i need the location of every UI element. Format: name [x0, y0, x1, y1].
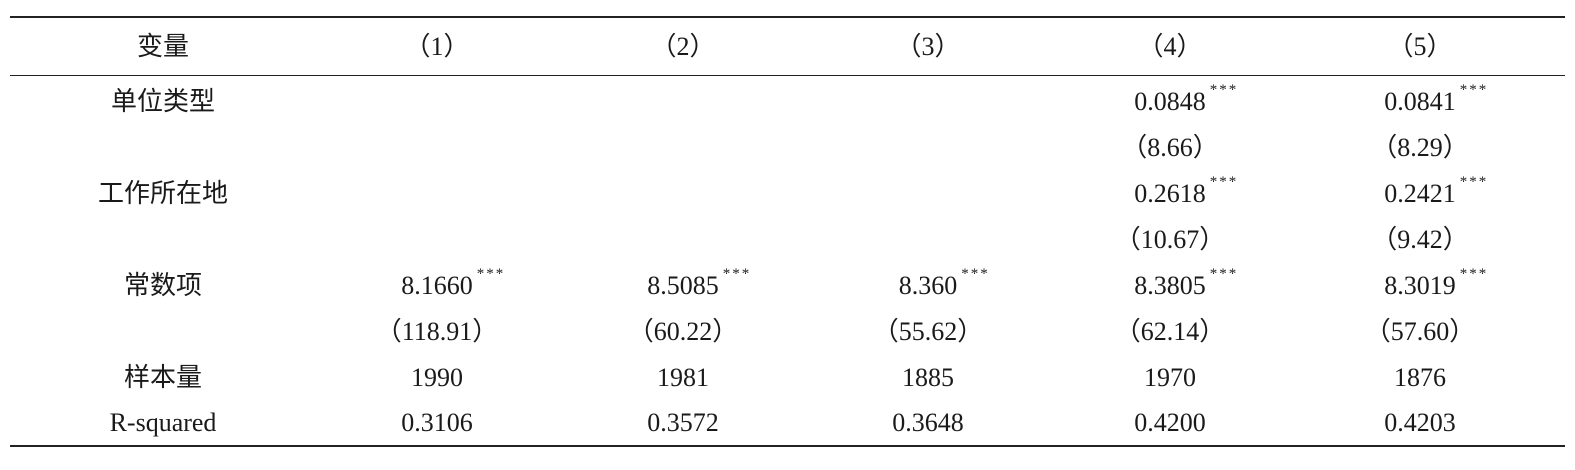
stat-value: 0.4200	[1134, 408, 1206, 437]
t-statistic: （9.42）	[1371, 225, 1469, 254]
t-statistic: （8.66）	[1121, 133, 1219, 162]
coefficient: 0.2421 ***	[1384, 174, 1489, 208]
significance-stars: ***	[722, 266, 752, 282]
coefficient: 8.5085 ***	[647, 266, 752, 300]
column-header: （3）	[895, 32, 961, 61]
coefficient: 8.3019 ***	[1384, 266, 1489, 300]
significance-stars: ***	[961, 266, 990, 282]
column-header: （2）	[650, 32, 716, 61]
t-statistic: （60.22）	[627, 317, 739, 346]
significance-stars: ***	[1459, 174, 1489, 190]
row-label: 常数项	[123, 271, 203, 300]
stat-value: 1981	[657, 363, 709, 392]
significance-stars: ***	[1209, 174, 1239, 190]
row-label: 工作所在地	[97, 179, 229, 208]
bottom-rule	[10, 445, 1565, 447]
coefficient: 8.1660 ***	[401, 266, 506, 300]
t-statistic: （62.14）	[1114, 317, 1226, 346]
significance-stars: ***	[1459, 82, 1489, 98]
significance-stars: ***	[1209, 266, 1239, 282]
stat-value: 0.4203	[1384, 408, 1456, 437]
coefficient: 0.0848 ***	[1134, 82, 1239, 116]
stat-value: 1876	[1394, 363, 1446, 392]
coefficient: 0.0841 ***	[1384, 82, 1489, 116]
t-statistic: （8.29）	[1371, 133, 1469, 162]
t-statistic: （55.62）	[872, 317, 984, 346]
coefficient: 0.2618 ***	[1134, 174, 1239, 208]
row-label: R-squared	[109, 408, 217, 437]
stat-value: 1970	[1144, 363, 1196, 392]
coefficient: 8.360 ***	[898, 266, 990, 300]
t-statistic: （57.60）	[1364, 317, 1476, 346]
significance-stars: ***	[1209, 82, 1239, 98]
stat-value: 0.3106	[401, 408, 473, 437]
column-header: 变量	[136, 32, 190, 61]
column-header: （1）	[404, 32, 470, 61]
t-statistic: （10.67）	[1114, 225, 1226, 254]
stat-value: 1885	[902, 363, 954, 392]
column-header: （4）	[1137, 32, 1203, 61]
coefficient: 8.3805 ***	[1134, 266, 1239, 300]
row-label: 样本量	[123, 363, 203, 392]
t-statistic: （118.91）	[375, 317, 499, 346]
significance-stars: ***	[1459, 266, 1489, 282]
header-rule	[10, 75, 1565, 76]
significance-stars: ***	[476, 266, 506, 282]
stat-value: 0.3648	[892, 408, 964, 437]
top-rule	[10, 16, 1565, 18]
row-label: 单位类型	[110, 87, 216, 116]
column-header: （5）	[1387, 32, 1453, 61]
stat-value: 0.3572	[647, 408, 719, 437]
stat-value: 1990	[411, 363, 463, 392]
